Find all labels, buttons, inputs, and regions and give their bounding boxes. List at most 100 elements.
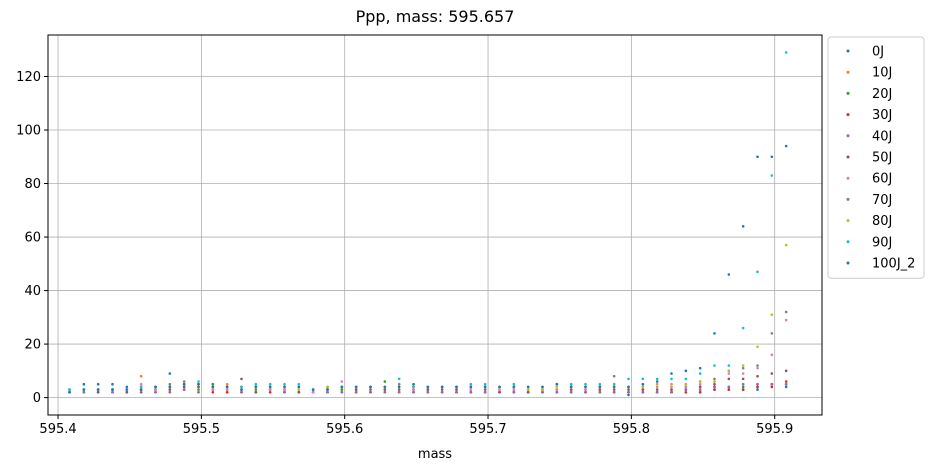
data-point bbox=[598, 390, 602, 394]
data-point bbox=[741, 364, 745, 367]
data-point bbox=[483, 385, 487, 389]
data-point bbox=[756, 364, 759, 367]
series-70J bbox=[68, 310, 788, 394]
data-point bbox=[713, 332, 716, 335]
data-point bbox=[254, 382, 258, 386]
data-point bbox=[397, 377, 401, 381]
data-point bbox=[584, 385, 587, 389]
data-point bbox=[326, 390, 329, 394]
data-point bbox=[541, 388, 544, 391]
data-point bbox=[784, 318, 788, 322]
data-point bbox=[756, 374, 759, 378]
grid bbox=[48, 35, 822, 415]
data-point bbox=[627, 393, 630, 397]
data-point bbox=[713, 364, 716, 367]
data-point bbox=[340, 388, 344, 391]
data-point bbox=[741, 372, 745, 375]
data-point bbox=[584, 390, 587, 394]
legend-label: 30J bbox=[872, 108, 892, 123]
legend-label: 90J bbox=[872, 235, 892, 250]
data-point bbox=[483, 390, 487, 394]
x-axis-ticks: 595.4 595.5 595.6 595.7 595.8 595.9 bbox=[39, 415, 793, 437]
y-tick-label: 40 bbox=[24, 284, 41, 299]
data-point bbox=[784, 310, 788, 314]
data-point bbox=[698, 385, 702, 389]
data-point bbox=[756, 270, 759, 274]
data-point bbox=[297, 385, 301, 389]
series-90J bbox=[68, 51, 788, 391]
data-point bbox=[555, 388, 559, 391]
data-point bbox=[111, 388, 114, 391]
data-point bbox=[440, 390, 444, 394]
data-point bbox=[741, 225, 745, 228]
data-point bbox=[268, 388, 272, 391]
data-point bbox=[698, 382, 702, 386]
data-point bbox=[569, 388, 573, 391]
data-point bbox=[354, 390, 358, 394]
legend-label: 20J bbox=[872, 87, 892, 102]
data-point bbox=[612, 390, 616, 394]
data-point bbox=[713, 388, 716, 391]
data-point bbox=[154, 388, 157, 391]
data-point bbox=[670, 390, 673, 394]
data-point bbox=[641, 390, 645, 394]
data-point bbox=[412, 388, 415, 391]
data-point bbox=[197, 388, 200, 391]
data-point bbox=[698, 372, 702, 375]
data-point bbox=[498, 385, 501, 389]
data-point bbox=[784, 51, 788, 54]
data-point bbox=[770, 174, 774, 177]
data-point bbox=[483, 388, 487, 391]
data-point bbox=[526, 388, 530, 391]
data-point bbox=[369, 385, 372, 389]
data-point bbox=[598, 382, 602, 386]
data-point bbox=[670, 385, 673, 389]
x-tick-label: 595.4 bbox=[39, 422, 76, 437]
data-point bbox=[311, 388, 315, 391]
series-50J bbox=[68, 369, 788, 394]
y-tick-label: 120 bbox=[16, 70, 41, 85]
data-point bbox=[498, 390, 501, 394]
data-point bbox=[211, 385, 215, 389]
data-point bbox=[641, 377, 645, 381]
data-point bbox=[139, 388, 143, 391]
data-point bbox=[741, 326, 745, 330]
data-point bbox=[641, 385, 645, 389]
data-point bbox=[670, 388, 673, 391]
data-point bbox=[627, 388, 630, 391]
data-point bbox=[584, 382, 587, 386]
data-point bbox=[297, 382, 301, 386]
data-point bbox=[469, 385, 473, 389]
data-point bbox=[283, 390, 286, 394]
data-point bbox=[698, 390, 702, 394]
data-point bbox=[770, 385, 774, 389]
data-point bbox=[784, 369, 788, 373]
data-point bbox=[756, 345, 759, 349]
data-point bbox=[627, 385, 630, 389]
data-point bbox=[584, 388, 587, 391]
legend-marker bbox=[846, 197, 850, 201]
legend-marker bbox=[846, 49, 850, 53]
data-point bbox=[125, 390, 129, 394]
data-point bbox=[641, 382, 645, 386]
data-point bbox=[326, 388, 329, 391]
data-point bbox=[197, 390, 200, 394]
chart-title: Ppp, mass: 595.657 bbox=[356, 7, 515, 26]
series-60J bbox=[68, 318, 788, 394]
data-point bbox=[713, 382, 716, 386]
data-point bbox=[383, 385, 387, 389]
data-point bbox=[684, 369, 688, 373]
data-point bbox=[526, 390, 530, 394]
data-point bbox=[670, 377, 673, 381]
data-point bbox=[612, 388, 616, 391]
data-point bbox=[727, 364, 731, 367]
data-point bbox=[655, 380, 659, 383]
data-point bbox=[784, 144, 788, 148]
data-point bbox=[684, 382, 688, 386]
data-point bbox=[612, 374, 616, 378]
data-point bbox=[455, 390, 458, 394]
x-tick-label: 595.6 bbox=[326, 422, 363, 437]
data-point bbox=[784, 385, 788, 389]
data-point bbox=[240, 388, 243, 391]
